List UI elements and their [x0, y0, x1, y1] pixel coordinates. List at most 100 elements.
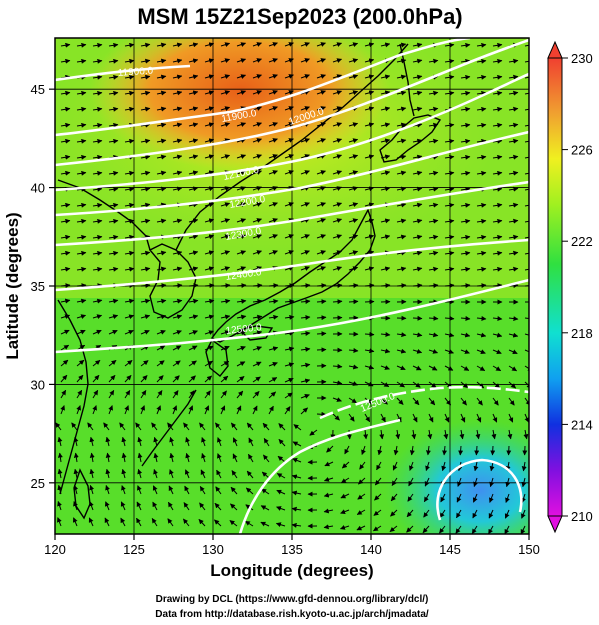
wind-arrow [76, 218, 87, 224]
wind-arrow [300, 138, 310, 143]
wind-arrow [268, 170, 278, 175]
wind-arrow [444, 122, 455, 128]
wind-arrow [476, 250, 487, 256]
wind-arrow [188, 298, 199, 304]
wind-arrow [396, 170, 407, 176]
wind-arrow [252, 90, 262, 95]
wind-arrow [284, 346, 295, 352]
wind-arrow [151, 422, 158, 431]
wind-arrow [236, 218, 247, 223]
wind-arrow [316, 90, 326, 95]
wind-arrow [220, 250, 231, 256]
wind-arrow [236, 361, 246, 367]
wind-arrow [408, 477, 414, 487]
wind-arrow [236, 314, 247, 320]
wind-arrow [268, 218, 278, 223]
wind-arrow [76, 314, 87, 320]
wind-arrow [172, 405, 178, 415]
wind-arrow [268, 391, 276, 399]
wind-arrow [300, 315, 311, 321]
wind-arrow [140, 266, 151, 272]
wind-arrow [76, 389, 83, 399]
wind-arrow [291, 522, 302, 528]
wind-arrow [204, 345, 214, 351]
wind-arrow [220, 405, 226, 415]
wind-arrow [252, 74, 262, 79]
wind-arrow [492, 186, 503, 192]
wind-arrow [140, 218, 151, 224]
wind-arrow [309, 429, 318, 436]
wind-arrow [357, 493, 366, 500]
wind-arrow [473, 461, 479, 472]
wind-arrow [508, 138, 519, 144]
wind-arrow [220, 58, 231, 64]
wind-arrow [204, 58, 215, 64]
wind-arrow [359, 461, 366, 470]
wind-arrow [124, 314, 135, 320]
wind-arrow [124, 186, 135, 192]
wind-arrow [364, 106, 375, 112]
wind-arrow [156, 170, 167, 176]
wind-arrow [204, 314, 215, 320]
wind-arrow [376, 461, 382, 471]
wind-arrow [172, 122, 183, 128]
wind-arrow [460, 170, 471, 176]
wind-arrow [412, 315, 423, 321]
wind-arrow [252, 376, 261, 383]
wind-arrow [492, 413, 498, 423]
wind-arrow [151, 517, 158, 527]
wind-arrow [220, 283, 231, 289]
wind-arrow [524, 74, 529, 80]
wind-arrow [156, 375, 164, 383]
wind-arrow [156, 58, 167, 64]
wind-arrow [373, 525, 382, 532]
wind-arrow [284, 170, 294, 175]
contour-cold-ring [436, 458, 523, 521]
wind-arrow [391, 477, 398, 486]
wind-arrow [284, 314, 295, 320]
wind-arrow [236, 58, 247, 63]
wind-arrow [252, 391, 260, 399]
wind-arrow [492, 234, 503, 240]
wind-arrow [300, 283, 311, 289]
wind-arrow [236, 346, 246, 351]
wind-arrow [268, 377, 278, 383]
wind-arrow [492, 202, 503, 208]
wind-arrow [60, 138, 71, 144]
wind-arrow [521, 477, 527, 488]
wind-arrow [124, 42, 135, 48]
wind-arrow [348, 74, 359, 80]
wind-arrow [412, 397, 420, 406]
wind-arrow [252, 42, 262, 47]
wind-arrow [140, 298, 151, 304]
wind-arrow [323, 508, 334, 514]
wind-arrow [284, 362, 295, 368]
wind-arrow [316, 138, 326, 143]
wind-arrow [364, 42, 375, 48]
wind-arrow [153, 436, 159, 447]
wind-arrow [348, 381, 358, 386]
wind-arrow [284, 406, 291, 415]
wind-arrow [124, 389, 131, 399]
wind-arrow [332, 122, 343, 127]
wind-arrow [332, 397, 342, 402]
wind-arrow [108, 186, 119, 192]
wind-arrow [316, 58, 326, 63]
wind-arrow [188, 90, 199, 96]
wind-arrow [457, 477, 462, 487]
wind-arrow [300, 378, 311, 384]
wind-arrow [339, 525, 350, 530]
wind-arrow [188, 170, 199, 176]
wind-arrow [252, 346, 262, 351]
wind-arrow [364, 413, 371, 423]
contour-11900-b [55, 38, 471, 137]
wind-arrow [230, 503, 238, 511]
wind-arrow [300, 299, 311, 305]
wind-arrow [92, 106, 103, 112]
wind-arrow [348, 202, 359, 208]
wind-arrow [443, 429, 449, 440]
wind-arrow [252, 186, 262, 191]
wind-arrow [340, 509, 350, 514]
wind-arrow [252, 266, 262, 271]
wind-arrow [504, 525, 510, 534]
